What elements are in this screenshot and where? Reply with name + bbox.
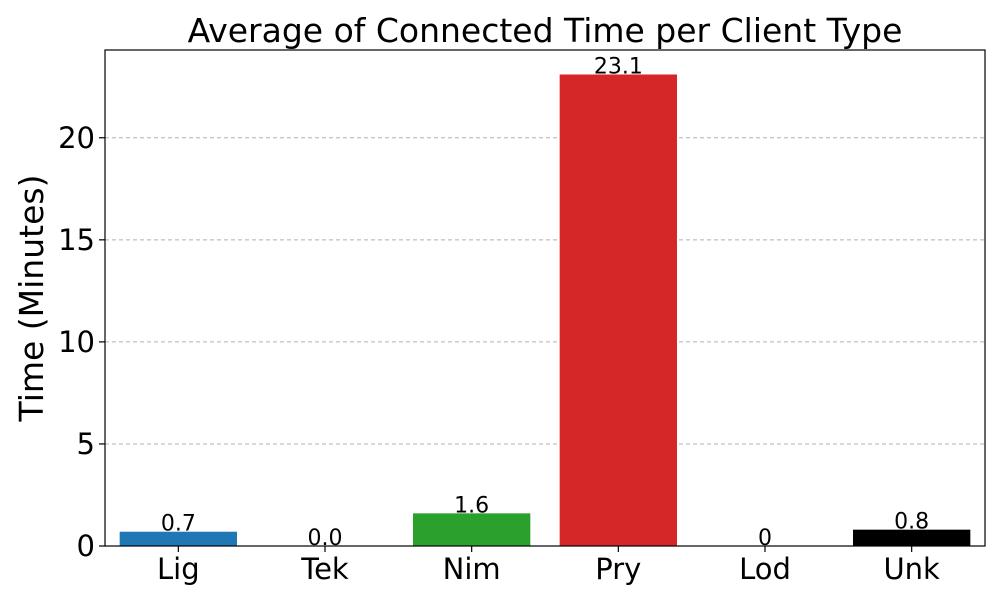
x-tick-label: Nim bbox=[443, 552, 501, 586]
bar-nim bbox=[413, 513, 531, 546]
data-label: 0.0 bbox=[308, 526, 343, 551]
x-tick-label: Tek bbox=[300, 552, 349, 586]
y-tick-label: 15 bbox=[58, 223, 95, 257]
y-tick-label: 20 bbox=[58, 121, 95, 155]
data-labels: 0.7 0.0 1.6 23.1 0 0.8 bbox=[161, 54, 929, 551]
chart-title: Average of Connected Time per Client Typ… bbox=[188, 11, 903, 50]
y-tick-label: 10 bbox=[58, 325, 95, 359]
bars bbox=[119, 74, 971, 546]
data-label: 0.8 bbox=[894, 510, 929, 535]
x-tick-label: Lod bbox=[739, 552, 791, 586]
x-tick-label: Lig bbox=[157, 552, 200, 586]
bar-unk bbox=[853, 529, 971, 546]
x-axis-ticks: Lig Tek Nim Pry Lod Unk bbox=[157, 546, 940, 586]
bar-lig bbox=[119, 531, 237, 546]
x-tick-label: Unk bbox=[883, 552, 940, 586]
x-tick-label: Pry bbox=[595, 552, 641, 586]
y-tick-label: 0 bbox=[77, 529, 95, 563]
data-label: 0.7 bbox=[161, 512, 196, 537]
data-label: 0 bbox=[758, 526, 772, 551]
bar-pry bbox=[559, 74, 677, 546]
plot-frame bbox=[104, 49, 986, 547]
data-label: 23.1 bbox=[594, 54, 643, 79]
grid-lines bbox=[105, 137, 985, 445]
y-tick-label: 5 bbox=[77, 427, 95, 461]
y-axis-ticks: 0 5 10 15 20 bbox=[58, 121, 105, 563]
data-label: 1.6 bbox=[454, 493, 489, 518]
y-axis-label: Time (Minutes) bbox=[12, 175, 51, 423]
